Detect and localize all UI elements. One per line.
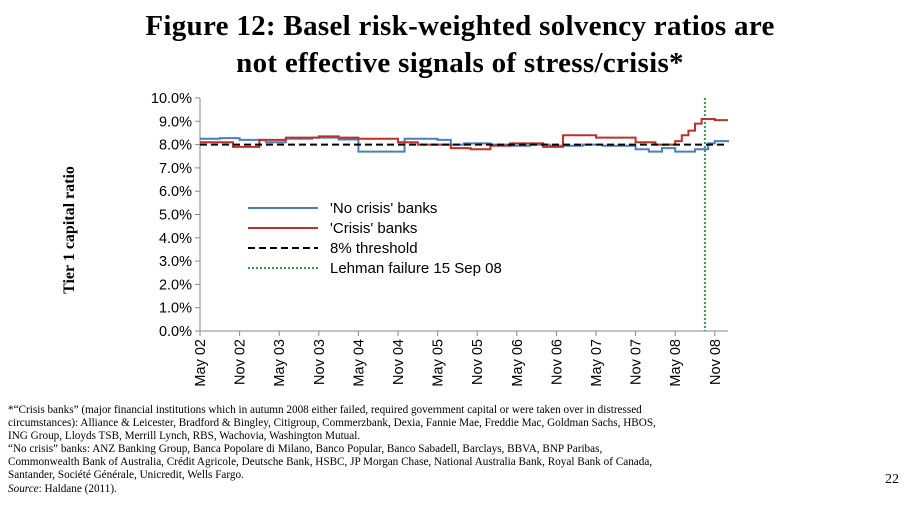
source-text: : Haldane (2011). xyxy=(38,482,117,495)
x-tick-label: Nov 03 xyxy=(312,339,328,385)
footnote: *“Crisis banks” (major financial institu… xyxy=(8,404,908,496)
x-tick-label: May 05 xyxy=(431,339,447,387)
x-tick-label: Nov 06 xyxy=(549,339,565,385)
chart-area: 0.0% 1.0% 2.0% 3.0% 4.0% 5.0% 6.0% 7.0% 8.0% 9.0%… xyxy=(151,91,729,387)
chart-title-line-2: not effective signals of stress/crisis* xyxy=(236,47,684,79)
y-axis-label: Tier 1 capital ratio xyxy=(61,166,78,294)
footnote-line-3: ING Group, Lloyds TSB, Merrill Lynch, RB… xyxy=(8,430,361,443)
source-label: Source xyxy=(8,482,39,495)
y-tick-label: 2.0% xyxy=(159,277,192,293)
x-tick-label: May 07 xyxy=(589,339,605,387)
source-line: Source: Haldane (2011). xyxy=(8,483,908,496)
y-tick-label: 3.0% xyxy=(159,254,192,270)
x-tick-label: May 04 xyxy=(351,339,367,387)
x-tick-label: Nov 07 xyxy=(629,339,645,385)
footnote-line-6: Santander, Société Générale, Unicredit, … xyxy=(8,469,244,482)
x-tick-label: Nov 04 xyxy=(391,339,407,385)
y-tick-label: 7.0% xyxy=(159,161,192,177)
footnote-line-2: circumstances): Alliance & Leicester, Br… xyxy=(8,417,656,430)
footnote-line-5: Commonwealth Bank of Australia, Crédit A… xyxy=(8,456,653,469)
x-tick-label: May 02 xyxy=(193,339,209,387)
chart-title-line-1: Figure 12: Basel risk-weighted solvency … xyxy=(145,10,775,42)
x-tick-label: May 06 xyxy=(510,339,526,387)
y-tick-label: 5.0% xyxy=(159,208,192,224)
y-tick-label: 6.0% xyxy=(159,184,192,200)
x-tick-label: May 03 xyxy=(272,339,288,387)
plot-lines xyxy=(200,98,729,331)
x-tick-label: Nov 05 xyxy=(470,339,486,385)
y-tick-label: 8.0% xyxy=(159,138,192,154)
x-tick-label: Nov 08 xyxy=(708,339,724,385)
page-number: 22 xyxy=(885,472,899,487)
legend-label-crisis: 'Crisis' banks xyxy=(330,220,417,237)
y-tick-label: 1.0% xyxy=(159,301,192,317)
y-tick-label: 0.0% xyxy=(159,324,192,340)
footnote-line-4: “No crisis” banks: ANZ Banking Group, Ba… xyxy=(8,443,603,456)
y-axis: 0.0% 1.0% 2.0% 3.0% 4.0% 5.0% 6.0% 7.0% 8.0% 9.0%… xyxy=(151,91,201,340)
legend-label-no-crisis: 'No crisis' banks xyxy=(330,200,437,217)
legend: 'No crisis' banks 'Crisis' banks 8% thresh… xyxy=(248,200,502,277)
footnote-line-1: *“Crisis banks” (major financial institu… xyxy=(8,404,642,416)
x-tick-label: Nov 02 xyxy=(233,339,249,385)
x-axis: May 02 Nov 02 May 03 Nov 03 May 04 Nov 04 May … xyxy=(193,330,728,387)
y-tick-label: 10.0% xyxy=(151,91,192,107)
legend-label-threshold: 8% threshold xyxy=(330,240,418,257)
y-tick-label: 4.0% xyxy=(159,231,192,247)
x-tick-label: May 08 xyxy=(668,339,684,387)
y-tick-label: 9.0% xyxy=(159,114,192,130)
legend-label-lehman: Lehman failure 15 Sep 08 xyxy=(330,260,502,277)
